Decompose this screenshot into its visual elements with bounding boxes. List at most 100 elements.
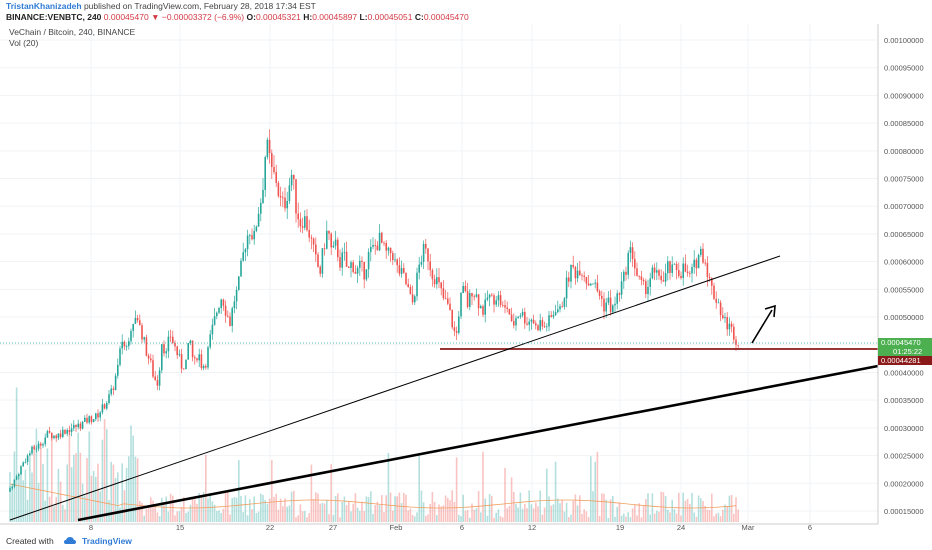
candle-body — [576, 270, 579, 279]
y-tick-label: 0.00030000 — [884, 424, 924, 433]
volume-bar — [112, 464, 115, 522]
volume-bar — [444, 495, 447, 522]
candle-body — [106, 403, 108, 409]
candle-body — [704, 262, 706, 264]
candle-body — [257, 213, 260, 227]
candle-body — [482, 306, 484, 315]
candle-body — [108, 394, 110, 404]
volume-bar — [172, 495, 174, 522]
volume-bar — [152, 500, 154, 522]
volume-bar — [620, 515, 623, 522]
candle-body — [612, 305, 614, 313]
candle-body — [321, 248, 324, 274]
candle-body — [251, 235, 253, 240]
volume-bar — [464, 510, 467, 522]
volume-bar — [227, 492, 229, 522]
volume-bar — [405, 494, 407, 522]
candle-body — [249, 235, 251, 236]
volume-bar — [451, 490, 453, 522]
volume-bar — [733, 513, 735, 522]
volume-bar — [691, 492, 693, 522]
price-axis[interactable]: 0.00100000 0.00095000 0.00090000 0.00085000… — [884, 36, 924, 516]
volume-bar — [251, 509, 253, 522]
candle-body — [326, 230, 328, 249]
volume-bar — [255, 512, 258, 522]
volume-bar — [592, 491, 594, 522]
candle-body — [385, 242, 387, 251]
volume-bar — [231, 498, 233, 522]
candle-body — [46, 431, 49, 438]
volume-bar — [671, 499, 673, 522]
candle-body — [605, 302, 607, 312]
brand-label[interactable]: TradingView — [82, 536, 132, 546]
candle-body — [359, 260, 361, 268]
candle-body — [653, 267, 656, 273]
drawings — [0, 255, 879, 522]
volume-bar — [642, 506, 645, 522]
volume-bar — [163, 502, 165, 522]
candle-body — [400, 268, 403, 274]
candle-body — [150, 358, 152, 361]
price-change: −0.00003372 (−6.9%) — [161, 12, 245, 22]
volume-bar — [517, 507, 519, 522]
volume-bar — [134, 456, 137, 522]
candle-body — [565, 277, 568, 299]
candle-body — [343, 251, 346, 253]
volume-bar — [684, 500, 687, 522]
volume-bar — [431, 491, 434, 522]
candle-body — [13, 479, 16, 487]
candle-body — [332, 245, 335, 248]
candle-body — [53, 435, 55, 439]
volume-bar — [326, 500, 328, 522]
volume-bar — [145, 508, 148, 522]
candle-body — [180, 354, 183, 369]
candle-body — [374, 244, 376, 246]
candle-body — [213, 316, 216, 325]
volume-bar — [167, 511, 170, 522]
candle-body — [695, 259, 698, 269]
price-chart[interactable]: 0.00100000 0.00095000 0.00090000 0.00085000… — [0, 24, 932, 533]
volume-bar — [702, 500, 704, 522]
candle-body — [209, 334, 211, 348]
volume-bar — [343, 496, 346, 522]
candle-body — [42, 444, 44, 446]
volume-bar — [266, 503, 269, 522]
volume-bar — [332, 515, 335, 522]
candle-body — [370, 246, 372, 252]
candle-body — [411, 294, 414, 303]
candle-body — [724, 317, 726, 319]
volume-bar — [497, 509, 500, 522]
time-axis[interactable]: 8 15 22 27 Feb 6 12 19 24 Mar 6 — [89, 523, 812, 532]
volume-bar — [141, 503, 143, 522]
volume-bar — [15, 387, 18, 522]
volume-bar — [469, 517, 471, 522]
candle-body — [519, 315, 522, 317]
volume-bar — [719, 516, 722, 522]
footer: Created with TradingView — [0, 533, 932, 550]
volume-bar — [238, 460, 240, 522]
x-tick-label: 12 — [528, 523, 536, 532]
candle-body — [288, 185, 291, 201]
candle-body — [350, 262, 352, 268]
volume-bar — [590, 456, 592, 522]
candle-body — [200, 354, 203, 369]
author-name[interactable]: TristanKhanizadeh — [6, 1, 82, 11]
candle-body — [438, 277, 440, 283]
candle-body — [158, 370, 161, 386]
candle-body — [495, 300, 497, 305]
candle-body — [636, 268, 638, 276]
volume-bar — [290, 491, 293, 522]
volume-bar — [185, 512, 187, 522]
volume-bar — [334, 495, 337, 522]
candle-body — [700, 248, 702, 255]
volume-bar — [345, 505, 348, 522]
volume-bar — [724, 504, 726, 522]
candle-body — [550, 315, 552, 317]
volume-bar — [128, 456, 130, 522]
volume-bar — [99, 491, 101, 522]
volume-bar — [651, 493, 654, 522]
candle-body — [262, 189, 264, 203]
candle-body — [706, 262, 709, 278]
volume-bar — [447, 497, 449, 522]
candle-body — [73, 424, 75, 429]
